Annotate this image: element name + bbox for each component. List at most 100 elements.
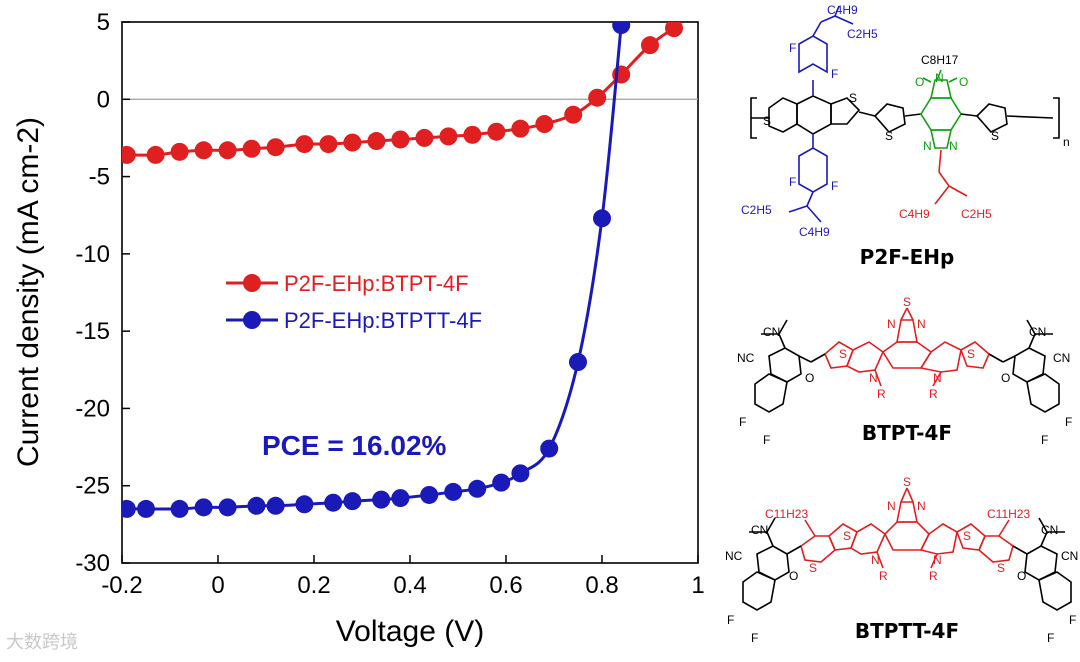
label-c2h5-top: C2H5 xyxy=(847,27,878,41)
atom-cn-2: CN xyxy=(1029,325,1046,339)
data-point xyxy=(319,135,338,154)
atom-f-l1: F xyxy=(727,613,734,627)
atom-f-1: F xyxy=(739,415,746,429)
atom-f-4: F xyxy=(831,179,838,193)
atom-n-l: N xyxy=(871,553,880,567)
atom-o-2: O xyxy=(959,75,968,89)
atom-s-l2: S xyxy=(809,561,817,575)
atom-f-3: F xyxy=(789,175,796,189)
data-point xyxy=(511,464,530,483)
atom-f-2: F xyxy=(831,67,838,81)
label-c11h23-right: C11H23 xyxy=(987,507,1030,521)
atom-s-l1: S xyxy=(843,529,851,543)
watermark: 大数跨境 xyxy=(6,632,78,653)
y-axis-ticks: 5 0 -5 -10 -15 -20 -25 -30 xyxy=(75,9,130,577)
data-point xyxy=(343,492,362,511)
atom-o-left: O xyxy=(805,371,814,385)
y-tick-label: -15 xyxy=(75,318,110,345)
data-point xyxy=(492,473,511,492)
data-point xyxy=(194,141,213,160)
y-axis-title: Current density (mA cm-2) xyxy=(12,117,45,467)
pce-annotation: PCE = 16.02% xyxy=(262,430,447,461)
atom-n-td-4: N xyxy=(917,499,926,513)
jv-chart: -0.2 0 0.2 0.4 0.6 0.8 1 5 0 -5 -10 -15 -20 -25 -30 V… xyxy=(12,9,705,648)
atom-s-r1: S xyxy=(963,529,971,543)
data-point xyxy=(122,145,136,164)
atom-nc-l: NC xyxy=(725,549,743,563)
atom-f-r2: F xyxy=(1047,631,1054,645)
polymer-name: P2F-EHp xyxy=(860,245,955,269)
x-tick-label: -0.2 xyxy=(101,572,142,599)
data-point xyxy=(564,105,583,124)
atom-f-2: F xyxy=(763,433,770,447)
data-point xyxy=(444,482,463,501)
data-point xyxy=(511,119,530,138)
y-tick-label: -5 xyxy=(89,164,110,191)
data-point xyxy=(218,498,237,517)
label-c2h5-bottom: C2H5 xyxy=(741,203,772,217)
legend-label-btptt: P2F-EHp:BTPTT-4F xyxy=(284,308,482,333)
atom-n-triazole-1: N xyxy=(923,139,932,153)
btptt-4f-structure: S N N C11H23 C11H23 S S S S N N R R CN N… xyxy=(725,475,1078,645)
atom-f-1: F xyxy=(789,41,796,55)
data-point xyxy=(540,439,559,458)
data-point xyxy=(415,128,434,147)
atom-s-thio2: S xyxy=(991,129,999,143)
x-axis-ticks: -0.2 0 0.2 0.4 0.6 0.8 1 xyxy=(101,555,705,599)
atom-f-3: F xyxy=(1065,415,1072,429)
data-point xyxy=(137,499,155,518)
atom-r-left: R xyxy=(877,387,886,401)
label-c11h23-left: C11H23 xyxy=(765,507,808,521)
atom-n-td-1: N xyxy=(887,317,896,331)
legend-marker-btptt xyxy=(243,311,261,329)
data-point xyxy=(588,88,607,107)
atom-s-bdt-left: S xyxy=(763,114,771,128)
series-2 xyxy=(122,22,631,518)
data-point xyxy=(122,499,136,518)
atom-cn-r2: CN xyxy=(1061,549,1078,563)
data-point xyxy=(295,495,314,514)
series-layer xyxy=(122,22,683,518)
x-axis-title: Voltage (V) xyxy=(336,615,484,648)
data-point xyxy=(641,36,659,55)
atom-s-left: S xyxy=(839,347,847,361)
btpt-4f-name: BTPT-4F xyxy=(862,421,952,445)
data-point xyxy=(266,496,285,515)
data-point xyxy=(194,498,213,517)
btpt-4f-structure: S N N S S N N R R CN NC CN CN O O F F F … xyxy=(737,295,1072,447)
atom-cn-l: CN xyxy=(751,523,768,537)
atom-nc-1: NC xyxy=(737,351,755,365)
atom-o-r: O xyxy=(1017,569,1026,583)
atom-r-right: R xyxy=(929,387,938,401)
x-tick-label: 0.4 xyxy=(393,572,426,599)
label-c4h9-bottom: C4H9 xyxy=(799,225,830,239)
data-point xyxy=(247,496,266,515)
atom-s-thiadiazole-2: S xyxy=(903,475,911,489)
atom-f-r1: F xyxy=(1069,613,1076,627)
data-point xyxy=(468,479,487,498)
atom-s-r2: S xyxy=(997,561,1005,575)
y-tick-label: 5 xyxy=(97,9,110,36)
y-tick-label: 0 xyxy=(97,86,110,113)
polymer-structure: S S S S F F F F C4H9 C2H5 C2H5 C4H9 C8H1… xyxy=(741,3,1070,269)
y-tick-label: -10 xyxy=(75,241,110,268)
legend: P2F-EHp:BTPT-4F P2F-EHp:BTPTT-4F xyxy=(226,271,482,333)
atom-r-r: R xyxy=(929,569,938,583)
atom-o-1: O xyxy=(915,75,924,89)
data-point xyxy=(439,127,458,146)
atom-f-l2: F xyxy=(751,631,758,645)
atom-s-right: S xyxy=(967,347,975,361)
atom-n-right: N xyxy=(933,371,942,385)
data-point xyxy=(146,145,165,164)
legend-label-btpt: P2F-EHp:BTPT-4F xyxy=(284,271,469,296)
y-tick-label: -25 xyxy=(75,473,110,500)
btptt-4f-name: BTPTT-4F xyxy=(855,619,959,643)
data-point xyxy=(295,135,314,154)
data-point xyxy=(218,141,237,160)
atom-f-4: F xyxy=(1041,433,1048,447)
atom-s-thiadiazole: S xyxy=(903,295,911,309)
label-c2h5-red: C2H5 xyxy=(961,207,992,221)
data-point xyxy=(665,22,683,38)
x-tick-label: 0.6 xyxy=(489,572,522,599)
data-point xyxy=(242,139,261,158)
